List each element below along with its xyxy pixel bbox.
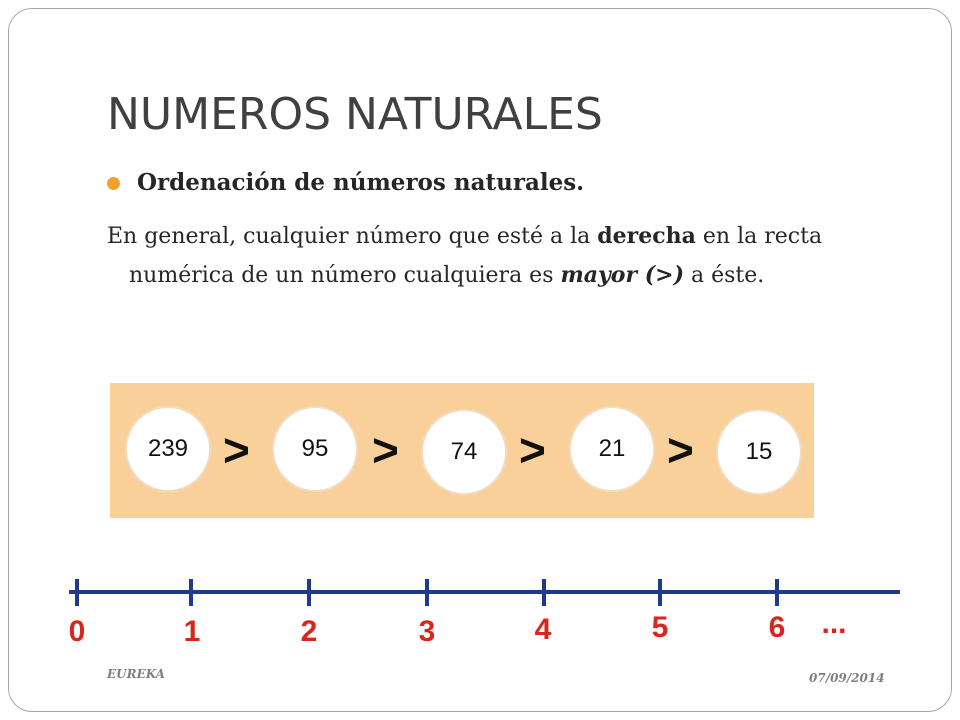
- number-line-label: 2: [301, 615, 318, 648]
- greater-than-symbol: >: [372, 424, 399, 476]
- greater-than-symbol: >: [519, 424, 546, 476]
- number-line-label: 3: [419, 615, 436, 648]
- number-line-label: 6: [769, 611, 786, 644]
- slide: NUMEROS NATURALES Ordenación de números …: [8, 8, 952, 712]
- number-line: 0 1 2 3 4 5 6 ...: [69, 579, 900, 648]
- paragraph-line-2: numérica de un número cualquiera es mayo…: [107, 256, 927, 295]
- number-circle: 15: [716, 409, 802, 495]
- number-circle: 95: [272, 406, 358, 492]
- number-line-ellipsis: ...: [821, 607, 846, 640]
- bullet-item: Ordenación de números naturales.: [107, 169, 584, 196]
- footer-date: 07/09/2014: [809, 671, 885, 685]
- paragraph-text: numérica de un número cualquiera es: [129, 263, 561, 288]
- number-line-label: 1: [184, 615, 201, 648]
- bullet-text: Ordenación de números naturales.: [137, 169, 585, 196]
- number-circle: 74: [421, 409, 507, 495]
- footer-author: EUREKA: [107, 667, 165, 681]
- number-line-label: 0: [69, 615, 86, 648]
- slide-title: NUMEROS NATURALES: [107, 89, 603, 140]
- paragraph-text: En general, cualquier número que esté a …: [107, 224, 598, 249]
- greater-than-symbol: >: [223, 424, 250, 476]
- paragraph-text: a éste.: [683, 263, 765, 288]
- paragraph-bold: derecha: [597, 223, 696, 249]
- body-paragraph: En general, cualquier número que esté a …: [107, 217, 927, 295]
- bullet-icon: [107, 177, 120, 190]
- greater-than-symbol: >: [667, 424, 694, 476]
- paragraph-line-1: En general, cualquier número que esté a …: [107, 217, 927, 256]
- paragraph-text: en la recta: [695, 224, 823, 249]
- number-line-label: 5: [652, 611, 669, 644]
- paragraph-bold-italic: mayor (>): [560, 262, 684, 288]
- comparison-panel: 239 > 95 > 74 > 21 > 15: [110, 383, 814, 518]
- number-circle: 21: [569, 406, 655, 492]
- number-line-label: 4: [535, 613, 552, 646]
- number-circle: 239: [125, 406, 211, 492]
